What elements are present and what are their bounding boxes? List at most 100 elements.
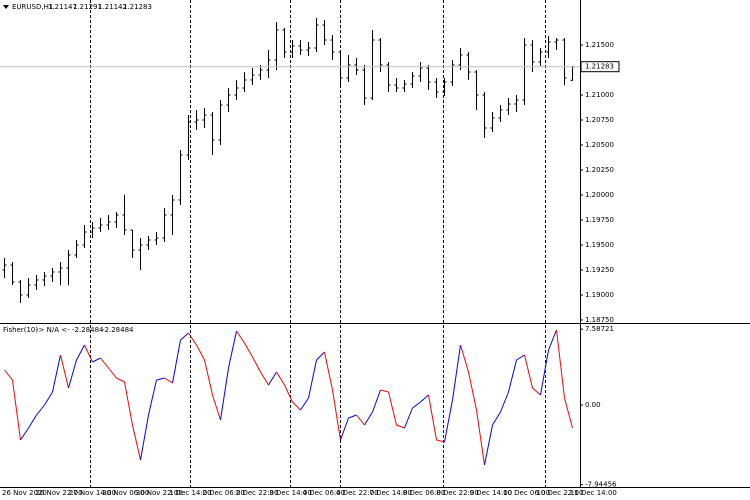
indicator-segment — [132, 424, 141, 461]
indicator-segment — [524, 354, 533, 389]
indicator-segment — [68, 359, 77, 389]
indicator-segment — [340, 417, 349, 441]
indicator-segment — [36, 404, 45, 416]
indicator-segment — [300, 397, 309, 411]
y-tick-label: 1.19000 — [585, 291, 614, 299]
indicator-segment — [284, 384, 293, 403]
indicator-segment — [436, 439, 445, 443]
indicator-segment — [76, 344, 85, 361]
indicator-segment — [316, 351, 325, 361]
y-tick-label: 1.20250 — [585, 166, 614, 174]
indicator-segment — [444, 399, 453, 443]
time-label: 10 Dec 22:00 — [536, 489, 583, 497]
indicator-segment — [468, 371, 477, 411]
indicator-status: -> N/A <- — [36, 326, 70, 334]
time-label: 8 Dec 22:00 — [436, 489, 479, 497]
indicator-segment — [220, 367, 229, 421]
time-label: 4 Dec 22:00 — [336, 489, 379, 497]
indicator-segment — [356, 414, 365, 426]
time-label: 2 Dec 06:00 — [202, 489, 245, 497]
indicator-value: -2.28484 — [102, 326, 134, 334]
indicator-segment — [324, 351, 333, 391]
indicator-segment — [420, 394, 429, 403]
y-tick-label: 1.19500 — [585, 241, 614, 249]
indicator-segment — [460, 344, 469, 373]
indicator-segment — [308, 359, 317, 399]
indicator-segment — [180, 332, 189, 341]
indicator-segment — [108, 367, 117, 379]
indicator-segment — [380, 389, 389, 393]
indicator-segment — [276, 371, 285, 386]
time-label: 7 Dec 14:00 — [369, 489, 412, 497]
indicator-segment — [244, 342, 253, 358]
indicator-segment — [252, 356, 261, 373]
indicator-segment — [492, 411, 501, 426]
y-tick-label: 1.19750 — [585, 216, 614, 224]
indicator-segment — [260, 371, 269, 386]
indicator-segment — [52, 354, 61, 393]
indicator-segment — [44, 391, 53, 406]
indicator-segment — [292, 401, 301, 411]
indicator-segment — [236, 330, 245, 344]
time-label: 27 Nov 14:00 — [69, 489, 116, 497]
indicator-title: Fisher(10) — [3, 326, 38, 334]
indicator-segment — [196, 344, 205, 361]
indicator-segment — [532, 387, 541, 396]
indicator-segment — [372, 389, 381, 413]
indicator-segment — [172, 339, 181, 384]
indicator-segment — [124, 381, 133, 426]
indicator-segment — [20, 427, 29, 441]
indicator-segment — [540, 349, 549, 396]
indicator-segment — [92, 357, 101, 363]
indicator-segment — [188, 332, 197, 346]
time-label: 26 Nov 22:00 — [35, 489, 82, 497]
indicator-segment — [452, 344, 461, 401]
time-label: 10 Dec 06:00 — [503, 489, 550, 497]
symbol-title: EURUSD,H1 — [12, 3, 53, 11]
indicator-segment — [516, 354, 525, 361]
last-high: 1.21291 — [73, 3, 102, 11]
indicator-segment — [548, 329, 557, 351]
indicator-segment — [116, 377, 125, 383]
last-close: 1.21283 — [123, 3, 152, 11]
y-tick-label: -7.94456 — [585, 480, 617, 488]
indicator-segment — [508, 359, 517, 393]
indicator-segment — [364, 411, 373, 426]
indicator-segment — [412, 401, 421, 409]
last-open: 1.21147 — [48, 3, 77, 11]
time-label: 8 Dec 06:00 — [403, 489, 446, 497]
indicator-segment — [4, 369, 13, 381]
indicator-segment — [564, 397, 573, 428]
time-label: 11 Dec 14:00 — [570, 489, 617, 497]
y-tick-label: 1.19250 — [585, 266, 614, 274]
indicator-segment — [348, 414, 357, 419]
indicator-segment — [428, 394, 437, 441]
indicator-segment — [500, 391, 509, 413]
time-label: 30 Nov 22:00 — [136, 489, 183, 497]
indicator-segment — [476, 409, 485, 466]
indicator-segment — [404, 407, 413, 429]
indicator-segment — [156, 377, 165, 381]
indicator-segment — [148, 379, 157, 416]
time-label: 4 Dec 06:00 — [303, 489, 346, 497]
time-label: 3 Dec 14:00 — [269, 489, 312, 497]
indicator-segment — [228, 330, 237, 369]
time-label: 9 Dec 14:00 — [470, 489, 513, 497]
indicator-segment — [484, 424, 493, 466]
y-tick-label: 7.58721 — [585, 325, 614, 333]
current-price-box — [580, 61, 620, 73]
indicator-segment — [388, 391, 397, 426]
y-tick-label: 1.20750 — [585, 116, 614, 124]
indicator-segment — [164, 377, 173, 384]
indicator-segment — [28, 414, 37, 429]
y-tick-label: 1.20500 — [585, 141, 614, 149]
indicator-segment — [212, 394, 221, 421]
indicator-segment — [140, 414, 149, 461]
indicator-segment — [332, 389, 341, 441]
indicator-segment — [60, 354, 69, 389]
indicator-segment — [100, 357, 109, 369]
y-tick-label: 1.18750 — [585, 316, 614, 324]
time-label: 2 Dec 22:00 — [236, 489, 279, 497]
